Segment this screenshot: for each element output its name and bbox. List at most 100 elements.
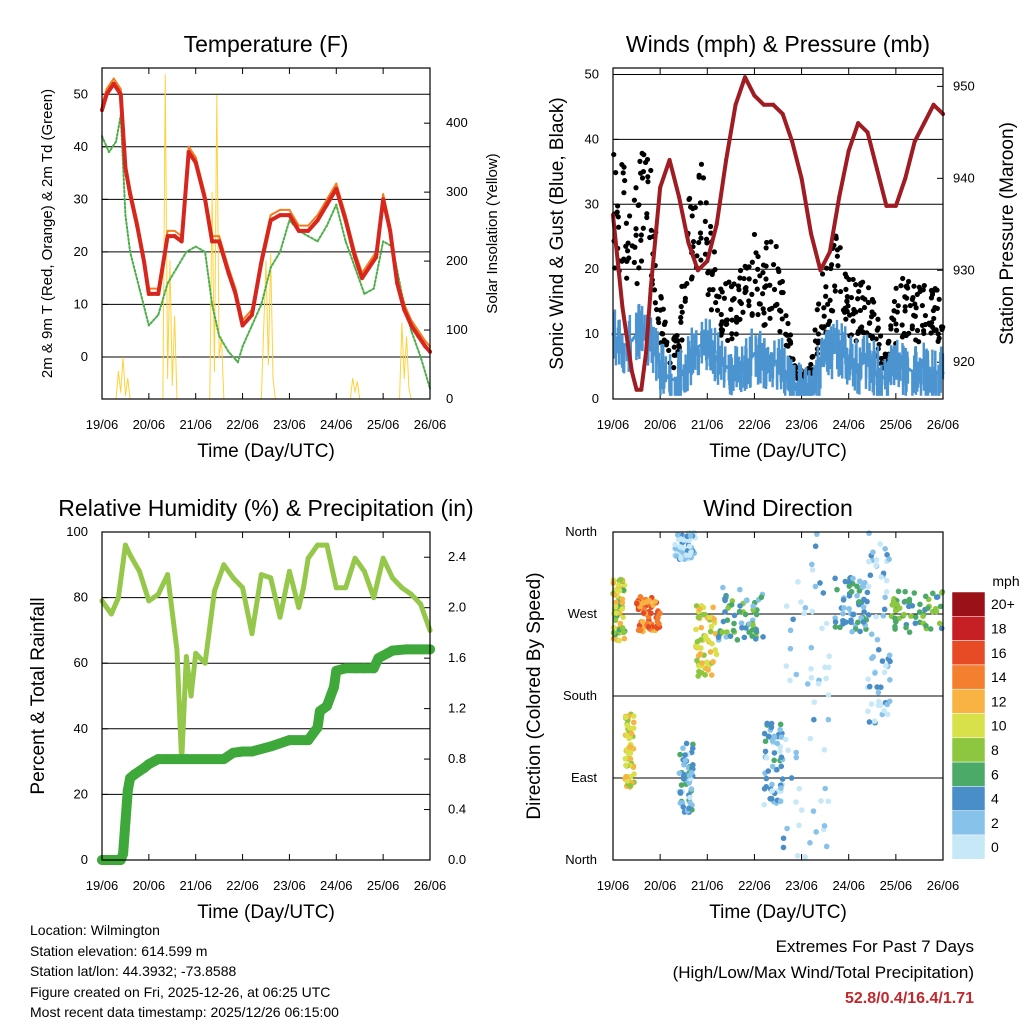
solar-insolation-line-point <box>354 391 356 393</box>
gust-point <box>763 263 769 269</box>
direction-point <box>860 619 867 625</box>
sonic-wind-line-point <box>818 365 822 369</box>
gust-point <box>891 298 898 305</box>
x-tick-label: 24/06 <box>832 878 865 893</box>
gust-point <box>929 320 935 326</box>
gust-point <box>749 311 755 317</box>
direction-point <box>720 584 726 591</box>
direction-point <box>644 598 651 605</box>
y-tick-label: North <box>565 852 597 867</box>
dewpoint-line-point <box>147 324 150 327</box>
gust-point <box>855 296 861 302</box>
gust-point <box>733 331 739 337</box>
station-pressure-line-point <box>865 130 870 135</box>
gust-point <box>785 320 791 327</box>
gust-point <box>729 297 736 303</box>
solar-insolation-line-point <box>352 377 354 379</box>
gust-point <box>780 289 786 296</box>
direction-point <box>850 611 857 618</box>
direction-point <box>727 633 734 639</box>
wind_direction-panel: Wind Direction Time (Day/UTC) 19/06 20/06 21… <box>524 495 959 923</box>
direction-point <box>769 788 775 794</box>
gust-point <box>827 297 833 303</box>
gust-point <box>738 300 744 307</box>
y2-tick-label: 0.8 <box>448 751 466 766</box>
relative-humidity-line-point <box>300 585 306 591</box>
direction-point <box>750 603 756 610</box>
sonic-wind-line-point <box>913 371 917 375</box>
y-tick-label: 30 <box>74 191 88 206</box>
gust-point <box>671 365 677 371</box>
station-pressure-line-point <box>686 240 691 245</box>
x-tick-label: 26/06 <box>927 417 960 432</box>
gust-point <box>760 291 766 297</box>
direction-point <box>814 531 820 537</box>
relative-humidity-line-point <box>211 588 217 594</box>
direction-point <box>771 750 778 756</box>
direction-point <box>881 669 888 675</box>
direction-point <box>699 660 705 666</box>
sonic-wind-line-point <box>856 365 860 369</box>
direction-point <box>922 593 929 600</box>
gust-point <box>751 231 758 238</box>
direction-point <box>886 556 892 563</box>
gust-point <box>850 276 856 283</box>
gust-point <box>853 309 859 315</box>
sonic-wind-line-point <box>828 352 832 356</box>
sonic-wind-line-point <box>866 358 870 362</box>
dewpoint-line-point <box>138 287 141 290</box>
gust-point <box>698 161 705 167</box>
gust-point <box>815 340 821 346</box>
station-pressure-line-point <box>875 167 879 172</box>
direction-point <box>783 603 790 609</box>
direction-point <box>917 601 923 608</box>
direction-point <box>936 620 943 627</box>
gust-point <box>843 286 849 292</box>
direction-point <box>861 579 868 586</box>
direction-point <box>854 592 860 599</box>
x-axis-label: Time (Day/UTC) <box>197 441 335 462</box>
station-pressure-line-point <box>714 222 719 227</box>
colorbar-label: 16 <box>991 645 1007 661</box>
gust-point <box>645 174 651 180</box>
solar-insolation-line-point <box>272 377 274 379</box>
direction-point <box>739 624 745 631</box>
direction-point <box>719 629 726 635</box>
dewpoint-line-point <box>241 345 244 348</box>
direction-point <box>765 768 772 774</box>
direction-point <box>840 617 846 624</box>
x-tick-label: 25/06 <box>367 417 400 432</box>
gust-point <box>651 287 658 293</box>
direction-point <box>875 689 882 696</box>
total-rainfall-line-point <box>284 735 295 746</box>
gust-point <box>678 303 684 310</box>
x-tick-label: 24/06 <box>832 417 865 432</box>
gust-point <box>729 336 735 342</box>
gust-point <box>718 332 724 338</box>
temp-9m-line-point <box>417 329 420 332</box>
solar-insolation-line-point <box>213 370 215 372</box>
gust-point <box>821 324 827 330</box>
temp-2m-line-point <box>210 239 215 244</box>
direction-point <box>865 583 872 590</box>
gust-point <box>708 307 715 313</box>
temp-2m-line-point <box>111 81 116 86</box>
direction-point <box>694 644 701 650</box>
solar-insolation-line-point <box>270 253 272 255</box>
direction-point <box>920 613 926 619</box>
dewpoint-line-point <box>175 266 178 269</box>
relative-humidity-line-point <box>240 585 246 591</box>
direction-point <box>825 798 832 805</box>
x-tick-label: 23/06 <box>785 417 818 432</box>
x-tick-label: 24/06 <box>320 417 353 432</box>
direction-point <box>619 606 626 612</box>
relative-humidity-line-point <box>286 568 292 574</box>
y-tick-label: 10 <box>74 296 88 311</box>
y-tick-label: 40 <box>585 131 599 146</box>
solar-insolation-line-point <box>127 377 129 379</box>
gust-point <box>848 294 855 301</box>
direction-point <box>869 655 875 662</box>
relative-humidity-line-point <box>399 585 405 591</box>
gust-point <box>904 295 910 301</box>
temp-2m-line-point <box>193 160 198 165</box>
